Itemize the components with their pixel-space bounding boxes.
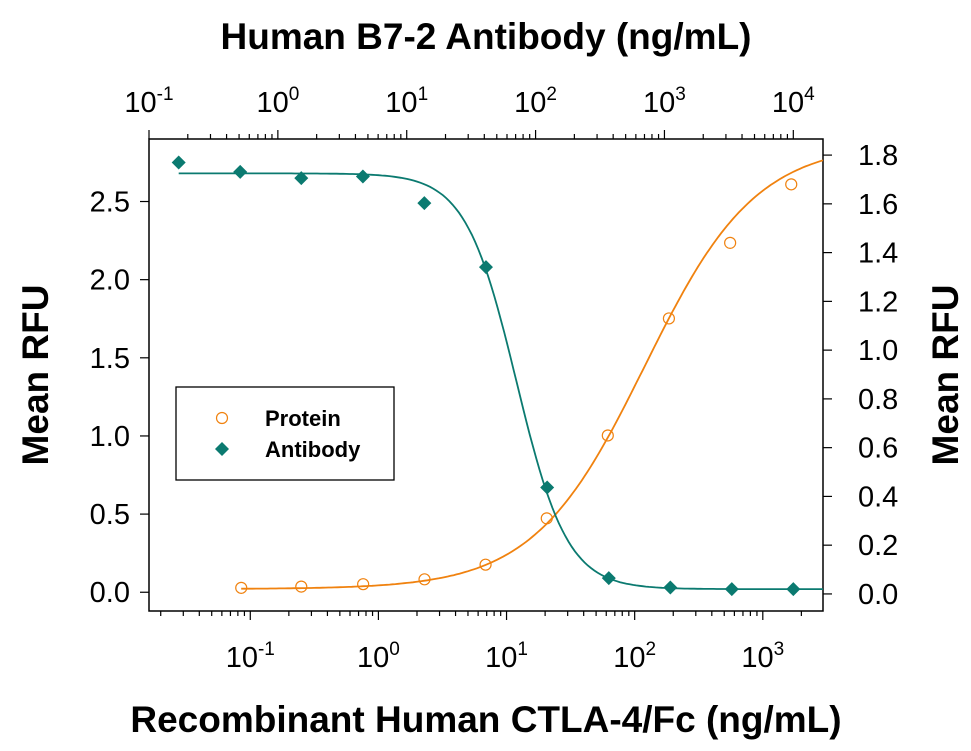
antibody-data-point (417, 196, 432, 211)
tick-base: 10 (226, 642, 258, 674)
tick-base: 10 (385, 87, 417, 119)
protein-data-point (235, 581, 248, 594)
bottom-x-tick-label: 10-1 (226, 639, 275, 674)
tick-exponent: 2 (546, 84, 557, 105)
chart-title: Human B7-2 Antibody (ng/mL) (221, 16, 752, 57)
top-x-tick-label: 102 (514, 84, 557, 119)
tick-exponent: 1 (418, 84, 429, 105)
left-y-tick-label: 2.0 (90, 265, 130, 297)
right-y-tick-label: 1.0 (858, 335, 898, 367)
tick-exponent: 1 (517, 639, 528, 660)
protein-data-point (479, 558, 492, 571)
bottom-x-tick-label: 103 (741, 639, 784, 674)
protein-data-point (357, 578, 370, 591)
right-y-tick-label: 1.4 (858, 238, 898, 270)
tick-exponent: -1 (157, 84, 174, 105)
antibody-data-point (540, 480, 555, 495)
tick-base: 10 (124, 87, 156, 119)
antibody-data-point (478, 260, 493, 275)
antibody-fit-curve (178, 172, 823, 590)
right-y-tick-label: 0.2 (858, 530, 898, 562)
left-y-tick-label: 0.0 (90, 577, 130, 609)
tick-exponent: 4 (804, 84, 815, 105)
bottom-x-tick-label: 100 (357, 639, 400, 674)
bottom-x-tick-label: 101 (485, 639, 528, 674)
right-y-tick-label: 1.8 (858, 140, 898, 172)
y-axis-label-left: Mean RFU (15, 285, 56, 466)
plot-frame (148, 138, 824, 612)
antibody-data-point (601, 571, 616, 586)
tick-base: 10 (514, 87, 546, 119)
tick-exponent: -1 (258, 639, 275, 660)
right-y-tick-label: 1.2 (858, 286, 898, 318)
legend-protein-label: Protein (265, 406, 341, 431)
right-y-tick-label: 1.6 (858, 189, 898, 221)
antibody-data-point (663, 580, 678, 595)
protein-data-point (295, 580, 308, 593)
antibody-data-point (171, 155, 186, 170)
protein-fit-curve (241, 159, 824, 590)
legend-antibody-marker (215, 442, 229, 456)
tick-base: 10 (357, 642, 389, 674)
antibody-data-point (724, 582, 739, 597)
legend-box (175, 386, 395, 481)
protein-data-point (540, 512, 553, 525)
legend-antibody-label: Antibody (265, 437, 361, 462)
bottom-x-tick-label: 102 (613, 639, 656, 674)
tick-base: 10 (772, 87, 804, 119)
legend-protein-marker (215, 411, 229, 425)
left-y-tick-label: 1.5 (90, 343, 130, 375)
tick-exponent: 3 (675, 84, 686, 105)
top-x-tick-label: 101 (385, 84, 428, 119)
y-axis-label-right: Mean RFU (925, 285, 966, 466)
antibody-data-point (786, 582, 801, 597)
top-x-tick-label: 10-1 (124, 84, 173, 119)
tick-base: 10 (643, 87, 675, 119)
right-y-tick-label: 0.6 (858, 433, 898, 465)
tick-base: 10 (256, 87, 288, 119)
top-x-tick-label: 100 (256, 84, 299, 119)
tick-exponent: 0 (389, 639, 400, 660)
protein-data-point (662, 312, 676, 325)
left-y-tick-label: 2.5 (90, 187, 130, 219)
left-y-tick-label: 0.5 (90, 499, 130, 531)
legend: Protein Antibody (175, 386, 395, 481)
antibody-data-point (355, 169, 370, 184)
protein-data-point (601, 429, 614, 442)
tick-exponent: 0 (289, 84, 300, 105)
tick-base: 10 (485, 642, 517, 674)
left-y-tick-label: 1.0 (90, 421, 130, 453)
top-x-tick-label: 104 (772, 84, 815, 119)
protein-data-point (418, 573, 431, 586)
right-y-tick-label: 0.4 (858, 481, 898, 513)
protein-data-point (785, 178, 798, 191)
antibody-data-point (294, 171, 309, 186)
tick-exponent: 2 (646, 639, 657, 660)
tick-exponent: 3 (774, 639, 785, 660)
x-axis-label: Recombinant Human CTLA-4/Fc (ng/mL) (130, 699, 841, 740)
right-y-tick-label: 0.8 (858, 384, 898, 416)
antibody-data-point (233, 164, 248, 179)
tick-base: 10 (741, 642, 773, 674)
protein-data-point (724, 236, 737, 249)
right-y-tick-label: 0.0 (858, 579, 898, 611)
tick-base: 10 (613, 642, 645, 674)
top-x-tick-label: 103 (643, 84, 686, 119)
